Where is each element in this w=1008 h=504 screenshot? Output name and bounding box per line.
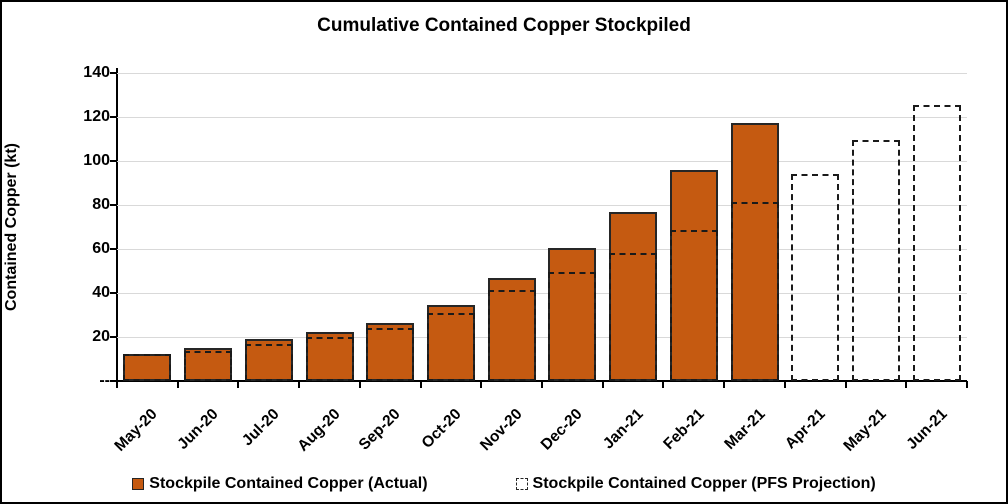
bar-projection-Jan-21	[609, 253, 658, 381]
bar-projection-Oct-20	[426, 312, 475, 381]
gridline	[117, 292, 967, 294]
bar-actual-Mar-21	[730, 122, 779, 381]
legend-label-projection: Stockpile Contained Copper (PFS Projecti…	[532, 475, 876, 492]
plot-area: -- 20 40 60 80 100 120 140 May-20 Jun-20 Jul-20 Aug…	[83, 64, 968, 455]
legend-label-actual: Stockpile Contained Copper (Actual)	[149, 475, 428, 492]
x-axis-tick	[844, 381, 847, 388]
x-axis-tick	[601, 381, 604, 388]
gridline	[117, 116, 967, 118]
y-axis-tick	[110, 336, 117, 338]
x-axis-tick	[176, 381, 179, 388]
x-axis-tick	[905, 381, 908, 388]
gridline	[117, 204, 967, 206]
y-axis-title-text: Contained Copper (kt)	[3, 143, 20, 311]
y-tick-label: 120	[83, 108, 110, 125]
y-axis-tick	[110, 116, 117, 118]
y-tick-label: 20	[92, 328, 110, 345]
bar-projection-Dec-20	[548, 272, 597, 381]
chart-title: Cumulative Contained Copper Stockpiled	[317, 15, 691, 36]
y-axis-tick	[110, 204, 117, 206]
x-axis-tick	[480, 381, 483, 388]
x-axis-tick	[662, 381, 665, 388]
y-tick-label: 80	[92, 196, 110, 213]
y-tick-label: 100	[83, 152, 110, 169]
bar-projection-Mar-21	[730, 201, 779, 381]
bar-projection-Nov-20	[487, 289, 536, 381]
bar-projection-May-21	[851, 140, 900, 381]
x-axis-tick	[298, 381, 301, 388]
y-tick-label: 40	[92, 284, 110, 301]
gridline	[117, 160, 967, 162]
y-tick-label: --	[99, 372, 110, 389]
legend-marker-projection-icon	[515, 478, 528, 490]
bar-projection-Jul-20	[244, 343, 293, 381]
y-axis-tick	[110, 248, 117, 250]
bar-projection-May-20	[123, 353, 172, 381]
x-axis-tick	[966, 381, 968, 388]
y-axis-tick	[110, 380, 117, 382]
y-tick-label: 60	[92, 240, 110, 257]
y-tick-label: 140	[83, 64, 110, 81]
legend-item-projection: Stockpile Contained Copper (PFS Projecti…	[515, 475, 876, 493]
x-axis-tick	[116, 381, 118, 388]
x-axis-tick	[237, 381, 240, 388]
x-axis-tick	[358, 381, 361, 388]
x-axis-tick	[783, 381, 786, 388]
legend-item-actual: Stockpile Contained Copper (Actual)	[132, 475, 428, 493]
bar-projection-Sep-20	[366, 328, 415, 381]
bar-projection-Feb-21	[669, 230, 718, 381]
bar-projection-Jun-21	[912, 104, 961, 381]
bar-projection-Aug-20	[305, 337, 354, 381]
x-axis-tick	[723, 381, 726, 388]
x-axis-tick	[419, 381, 422, 388]
y-axis-tick	[110, 72, 117, 74]
y-axis-tick	[110, 292, 117, 294]
gridline	[117, 72, 967, 74]
chart-legend: Stockpile Contained Copper (Actual) Stoc…	[2, 475, 1006, 493]
y-axis-tick	[110, 160, 117, 162]
legend-marker-actual-icon	[132, 478, 145, 490]
bar-projection-Jun-20	[184, 351, 233, 381]
gridline	[117, 336, 967, 338]
gridline	[117, 248, 967, 250]
y-axis-line	[116, 68, 118, 382]
bar-projection-Apr-21	[791, 174, 840, 381]
x-axis-tick	[541, 381, 543, 388]
